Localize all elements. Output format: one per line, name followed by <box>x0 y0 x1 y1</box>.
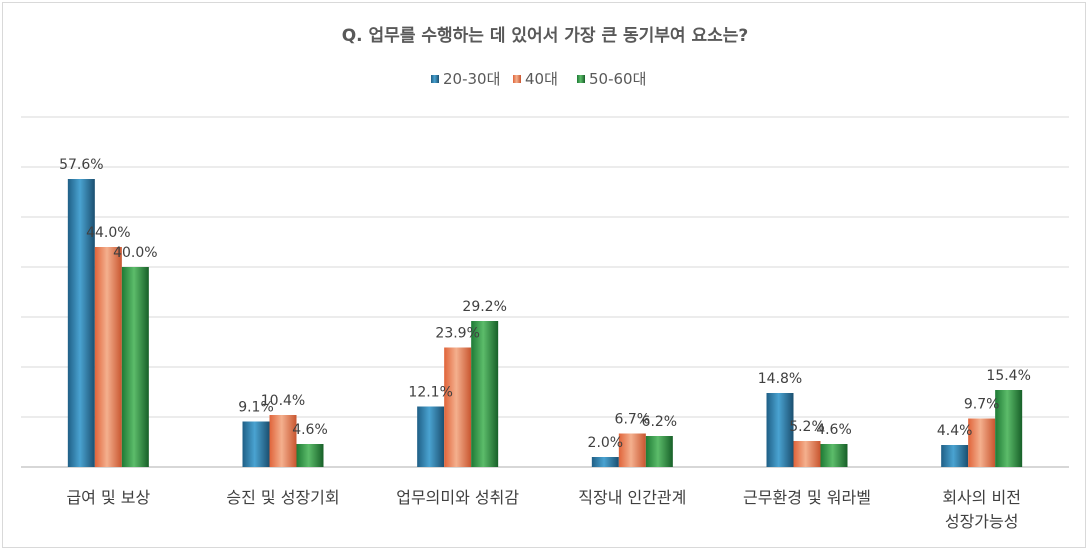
bar-chart: Q. 업무를 수행하는 데 있어서 가장 큰 동기부여 요소는? 20-30대 4… <box>21 26 1069 531</box>
bar <box>645 436 673 467</box>
data-label: 44.0% <box>86 225 130 241</box>
category-label: 업무의미와 성취감 <box>396 488 519 507</box>
bar <box>121 267 149 467</box>
bar <box>417 406 445 467</box>
bar <box>995 390 1023 467</box>
data-label: 40.0% <box>113 245 157 261</box>
bar <box>269 415 297 467</box>
legend-swatch <box>577 75 585 83</box>
category-label: 직장내 인간관계 <box>578 488 686 507</box>
legend-swatch <box>513 75 521 83</box>
bar <box>242 421 270 467</box>
data-label: 4.4% <box>937 423 973 439</box>
data-label: 29.2% <box>462 299 506 315</box>
legend-item: 50-60대 <box>577 70 646 88</box>
data-label: 57.6% <box>59 157 103 173</box>
data-label: 15.4% <box>986 368 1030 384</box>
bar <box>591 457 619 467</box>
category-label-line: 직장내 인간관계 <box>578 488 686 507</box>
gridlines <box>21 116 1069 468</box>
bar <box>941 445 969 467</box>
legend-label: 20-30대 <box>443 70 500 88</box>
bar <box>618 433 646 467</box>
category-label-line: 근무환경 및 워라벨 <box>743 488 871 507</box>
legend-label: 40대 <box>525 70 558 88</box>
category-label-line: 승진 및 성장기회 <box>226 488 339 507</box>
category-label-line: 성장가능성 <box>945 512 1019 531</box>
legend-item: 20-30대 <box>431 70 500 88</box>
data-label: 2.0% <box>588 435 624 451</box>
data-label: 23.9% <box>435 326 479 342</box>
data-label: 9.7% <box>964 397 1000 413</box>
data-label: 14.8% <box>758 371 802 387</box>
bar <box>471 321 499 467</box>
data-label: 4.6% <box>816 422 852 438</box>
chart-title: Q. 업무를 수행하는 데 있어서 가장 큰 동기부여 요소는? <box>342 26 749 46</box>
bar <box>296 444 324 467</box>
bars <box>67 179 1023 467</box>
data-label: 12.1% <box>408 385 452 401</box>
bar <box>793 441 821 467</box>
data-label: 4.6% <box>292 422 328 438</box>
legend: 20-30대 40대 50-60대 <box>431 70 646 88</box>
data-label: 5.2% <box>789 419 825 435</box>
legend-swatch <box>431 75 439 83</box>
bar <box>67 179 95 467</box>
bar <box>766 393 794 467</box>
category-labels: 급여 및 보상 승진 및 성장기회 업무의미와 성취감 직장내 인간관계 근무환경 및 … <box>66 488 1021 531</box>
bar <box>820 444 848 467</box>
bar <box>94 247 122 467</box>
data-label: 6.2% <box>642 414 678 430</box>
bar <box>968 418 996 467</box>
data-labels: 57.6% 44.0% 40.0% 9.1%10.4% 4.6% 12.1% 23.9% 29… <box>59 157 1031 451</box>
category-label-line: 급여 및 보상 <box>66 488 150 507</box>
legend-label: 50-60대 <box>589 70 646 88</box>
data-label: 9.1% <box>238 400 274 416</box>
category-label-line: 회사의 비전 <box>942 488 1021 507</box>
legend-item: 40대 <box>513 70 558 88</box>
data-label: 6.7% <box>615 412 651 428</box>
category-label: 근무환경 및 워라벨 <box>743 488 871 507</box>
category-label-line: 업무의미와 성취감 <box>396 488 519 507</box>
bar <box>444 347 472 467</box>
data-label: 10.4% <box>261 393 305 409</box>
category-label: 급여 및 보상 <box>66 488 150 507</box>
category-label: 승진 및 성장기회 <box>226 488 339 507</box>
